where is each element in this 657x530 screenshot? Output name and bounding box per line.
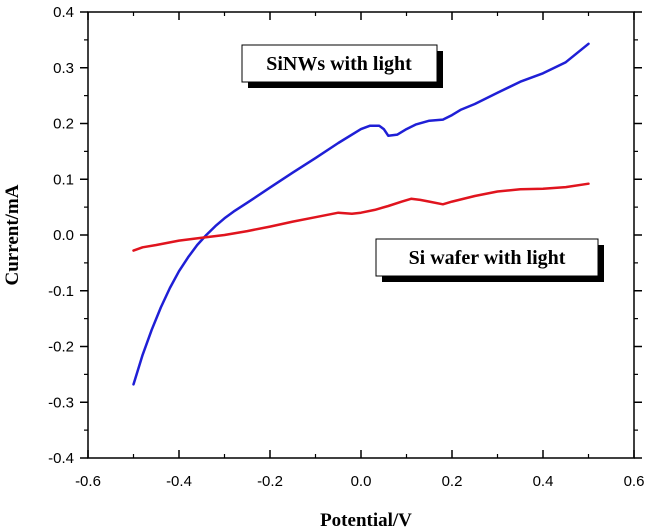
y-tick-label: 0.4 xyxy=(53,4,74,21)
y-tick-label: -0.1 xyxy=(48,283,74,300)
x-tick-label: -0.2 xyxy=(257,473,283,490)
x-tick-label: 0.6 xyxy=(624,473,645,490)
x-tick-label: -0.4 xyxy=(166,473,192,490)
y-tick-label: 0.3 xyxy=(53,60,74,77)
annotation-sinws-text: SiNWs with light xyxy=(266,53,412,75)
series-line-sinws xyxy=(132,42,590,386)
y-tick-labels: -0.4 -0.3 -0.2 -0.1 0.0 0.1 0.2 0.3 0.4 xyxy=(48,4,74,467)
x-tick-label: 0.4 xyxy=(533,473,554,490)
annotation-si-wafer-box xyxy=(375,238,599,277)
y-tick-label: -0.2 xyxy=(48,339,74,356)
x-tick-label: -0.6 xyxy=(75,473,101,490)
x-tick-label: 0.0 xyxy=(351,473,372,490)
x-tick-label: 0.2 xyxy=(442,473,463,490)
y-axis-title: Current/mA xyxy=(2,184,23,285)
x-tick-labels: -0.6 -0.4 -0.2 0.0 0.2 0.4 0.6 xyxy=(75,473,644,490)
y-tick-label: 0.2 xyxy=(53,116,74,133)
axis-ticks xyxy=(80,11,642,459)
x-axis-title: Potential/V xyxy=(320,510,412,530)
annotation-si-wafer: Si wafer with light xyxy=(375,238,604,282)
y-tick-label: -0.4 xyxy=(48,450,74,467)
series-lines xyxy=(132,42,590,386)
y-tick-label: 0.1 xyxy=(53,171,74,188)
y-tick-label: 0.0 xyxy=(53,227,74,244)
series-line-si-wafer xyxy=(132,182,590,252)
annotation-sinws: SiNWs with light xyxy=(241,44,443,88)
y-tick-label: -0.3 xyxy=(48,394,74,411)
annotation-sinws-box xyxy=(241,44,438,83)
annotation-si-wafer-text: Si wafer with light xyxy=(409,247,566,269)
